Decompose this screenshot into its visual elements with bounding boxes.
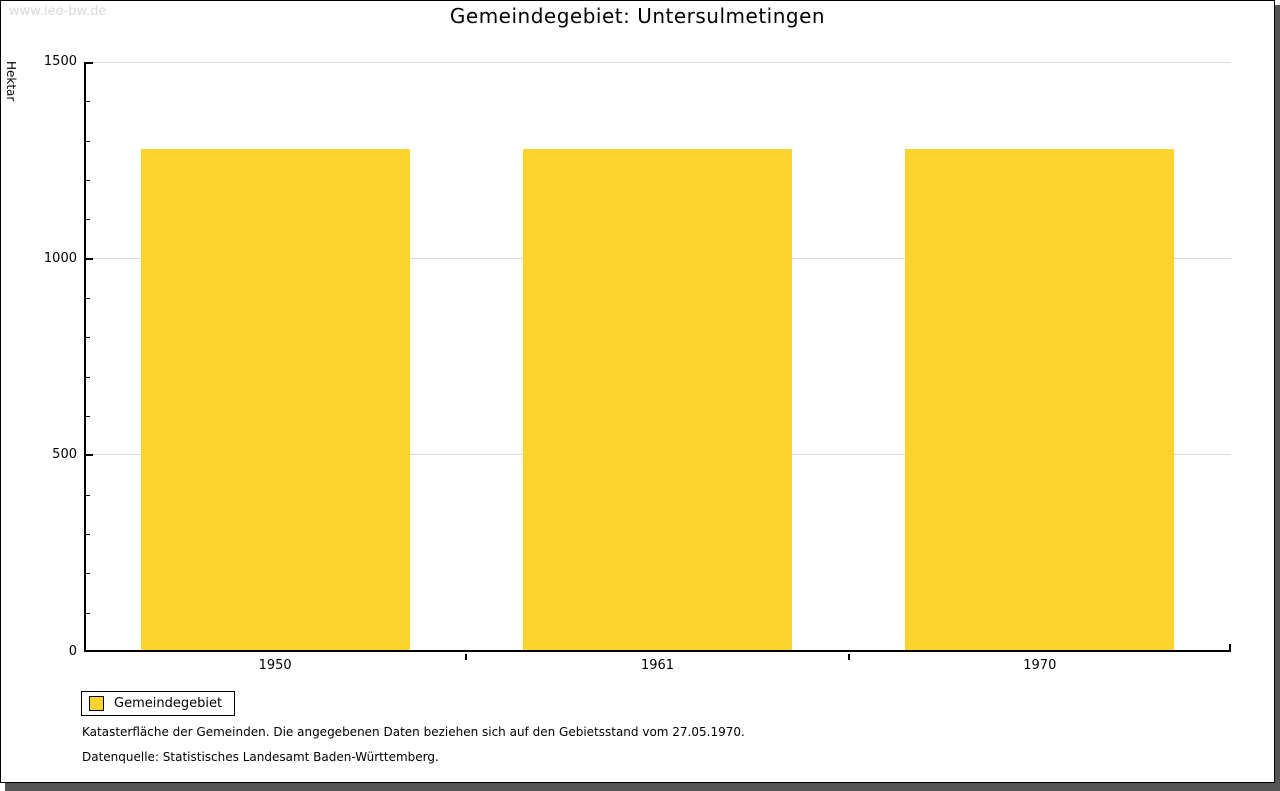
bar: [523, 149, 792, 652]
y-tick-minor: [84, 416, 90, 417]
watermark: www.leo-bw.de: [9, 4, 107, 19]
y-tick-label: 1500: [43, 54, 77, 69]
y-tick-minor: [84, 180, 90, 181]
y-tick-label: 1000: [43, 250, 77, 266]
frame-shadow-bottom: [5, 783, 1280, 791]
x-axis-line: [84, 650, 1231, 652]
footnote-source-note: Katasterfläche der Gemeinden. Die angege…: [82, 725, 745, 739]
y-tick-minor: [84, 494, 90, 496]
x-tick-label: 1950: [258, 658, 292, 673]
y-tick-major: [84, 454, 93, 457]
x-tick-label: 1961: [640, 658, 675, 673]
gridline: [84, 62, 1231, 63]
bar: [140, 149, 410, 652]
legend-swatch-icon: [89, 696, 104, 711]
footnote-data-source: Datenquelle: Statistisches Landesamt Bad…: [82, 750, 439, 764]
x-axis-end-tick: [1229, 644, 1231, 652]
frame-shadow-right: [1275, 5, 1280, 791]
bar: [905, 149, 1175, 652]
y-tick-minor: [84, 612, 90, 614]
y-axis-title: Hektar: [4, 61, 18, 102]
y-tick-minor: [84, 534, 90, 535]
y-tick-minor: [84, 219, 90, 221]
category-divider-tick: [847, 654, 850, 660]
y-tick-minor: [84, 140, 90, 142]
y-tick-label: 500: [52, 447, 77, 463]
y-tick-minor: [84, 101, 90, 103]
y-axis-labels: 0 500 1000 1500: [1, 54, 77, 659]
y-tick-minor: [84, 573, 90, 575]
y-axis-line: [84, 62, 86, 652]
y-tick-major: [84, 257, 93, 260]
category-divider-tick: [465, 654, 468, 660]
x-tick-label: 1970: [1023, 658, 1057, 673]
y-tick-major: [84, 62, 93, 64]
x-axis-labels: 1950 1961 1970: [84, 658, 1231, 676]
y-tick-label: 0: [68, 644, 77, 659]
y-tick-minor: [84, 376, 90, 378]
y-tick-minor: [84, 298, 90, 299]
plot-area: [84, 62, 1231, 660]
legend: Gemeindegebiet: [81, 691, 236, 716]
y-tick-minor: [84, 337, 90, 339]
legend-label: Gemeindegebiet: [114, 695, 223, 711]
chart-title: Gemeindegebiet: Untersulmetingen: [449, 4, 826, 28]
